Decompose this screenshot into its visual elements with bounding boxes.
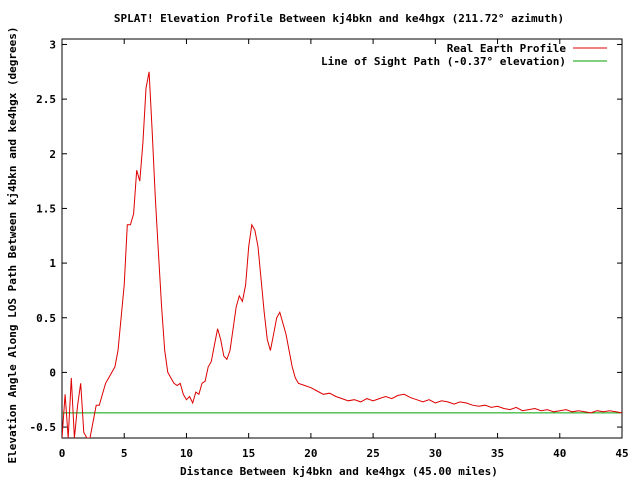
y-tick-label: -0.5	[30, 421, 57, 434]
x-tick-label: 5	[121, 447, 128, 460]
x-tick-label: 20	[304, 447, 317, 460]
series-layer	[62, 71, 622, 438]
y-tick-label: 2.5	[36, 93, 56, 106]
x-tick-label: 30	[429, 447, 442, 460]
y-axis-ticks: -0.5 0 0.5 1 1.5 2 2.5 3	[30, 38, 622, 434]
x-tick-label: 25	[366, 447, 379, 460]
y-tick-label: 0	[49, 366, 56, 379]
legend-label: Line of Sight Path (-0.37° elevation)	[321, 55, 566, 68]
x-tick-label: 45	[615, 447, 628, 460]
plot-frame	[61, 38, 623, 439]
y-tick-label: 1	[49, 257, 56, 270]
x-tick-label: 15	[242, 447, 255, 460]
x-tick-label: 0	[59, 447, 66, 460]
y-tick-label: 1.5	[36, 202, 56, 215]
chart-title: SPLAT! Elevation Profile Between kj4bkn …	[114, 12, 564, 25]
legend-label: Real Earth Profile	[447, 42, 567, 55]
x-tick-label: 35	[491, 447, 504, 460]
y-tick-label: 0.5	[36, 312, 56, 325]
x-tick-label: 40	[553, 447, 566, 460]
real-earth-profile-line	[62, 71, 622, 438]
x-axis-label: Distance Between kj4bkn and ke4hgx (45.0…	[180, 465, 498, 478]
y-axis-label: Elevation Angle Along LOS Path Between k…	[6, 26, 19, 463]
x-tick-label: 10	[180, 447, 193, 460]
y-tick-label: 3	[49, 38, 56, 51]
y-tick-label: 2	[49, 148, 56, 161]
x-axis-ticks: 0 5 10 15 20 25 30 35 40 45	[59, 39, 629, 460]
